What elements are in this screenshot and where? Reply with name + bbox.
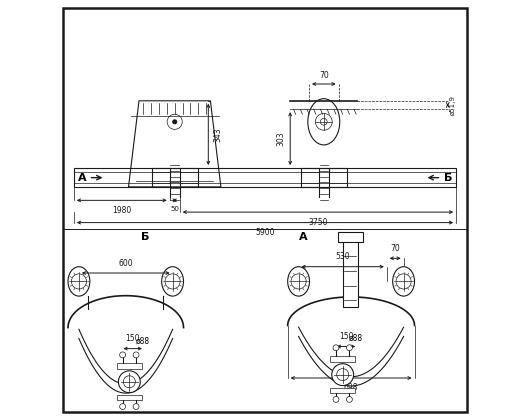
Text: 70: 70 bbox=[319, 71, 329, 80]
Circle shape bbox=[332, 364, 354, 386]
Text: 50: 50 bbox=[170, 206, 179, 212]
Bar bbox=[330, 388, 355, 393]
Text: Б: Б bbox=[141, 232, 149, 242]
Ellipse shape bbox=[393, 267, 414, 296]
Circle shape bbox=[172, 119, 177, 124]
Circle shape bbox=[118, 371, 140, 393]
Text: 150: 150 bbox=[126, 334, 140, 343]
Bar bbox=[152, 168, 198, 187]
Circle shape bbox=[333, 345, 339, 351]
Text: Б: Б bbox=[444, 173, 452, 183]
Circle shape bbox=[291, 274, 306, 289]
Ellipse shape bbox=[162, 267, 183, 296]
Circle shape bbox=[133, 404, 139, 410]
Text: 343: 343 bbox=[214, 127, 223, 142]
Text: 303: 303 bbox=[276, 131, 285, 146]
Text: 150: 150 bbox=[339, 332, 354, 341]
Text: 530: 530 bbox=[335, 252, 350, 261]
Circle shape bbox=[396, 274, 411, 289]
Text: 1980: 1980 bbox=[112, 206, 131, 215]
Text: А: А bbox=[78, 173, 87, 183]
Bar bbox=[343, 233, 358, 307]
Text: 5900: 5900 bbox=[255, 228, 275, 237]
Ellipse shape bbox=[68, 267, 90, 296]
Circle shape bbox=[120, 404, 126, 410]
Bar bbox=[117, 363, 142, 369]
Bar bbox=[74, 168, 456, 187]
Text: ø88: ø88 bbox=[349, 334, 363, 343]
Text: ø88: ø88 bbox=[136, 336, 150, 345]
Text: А: А bbox=[298, 232, 307, 242]
Text: ø51,9: ø51,9 bbox=[450, 95, 456, 115]
Text: 600: 600 bbox=[119, 259, 133, 268]
Text: 3750: 3750 bbox=[308, 218, 328, 226]
Text: 70: 70 bbox=[390, 244, 400, 253]
Bar bbox=[301, 168, 347, 187]
Circle shape bbox=[347, 396, 352, 402]
Circle shape bbox=[347, 345, 352, 351]
Bar bbox=[330, 356, 355, 362]
Circle shape bbox=[165, 274, 180, 289]
Bar bbox=[117, 395, 142, 400]
Text: 698: 698 bbox=[344, 383, 358, 392]
Bar bbox=[338, 232, 363, 241]
Circle shape bbox=[120, 352, 126, 358]
Circle shape bbox=[72, 274, 86, 289]
Circle shape bbox=[133, 352, 139, 358]
Circle shape bbox=[333, 396, 339, 402]
Ellipse shape bbox=[288, 267, 310, 296]
